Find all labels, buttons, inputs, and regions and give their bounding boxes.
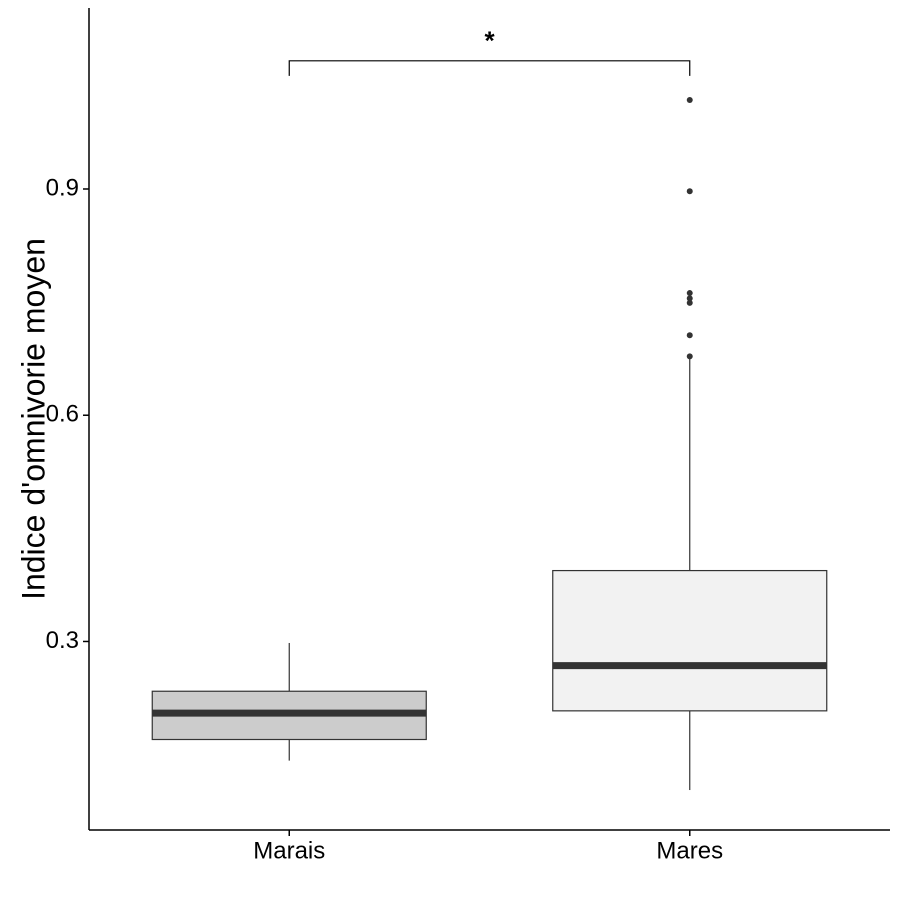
y-axis-title: Indice d'omnivorie moyen (15, 238, 51, 600)
y-tick-label: 0.6 (46, 401, 79, 428)
outlier-point (686, 97, 693, 104)
axes: 0.3 0.6 0.9 Marais Mares (46, 174, 723, 864)
y-tick-label: 0.3 (46, 627, 79, 654)
outlier-point (686, 295, 693, 302)
significance-label: * (484, 26, 495, 56)
plot-area: * (151, 26, 828, 791)
bracket-line (288, 60, 691, 76)
significance-bracket: * (288, 26, 691, 76)
outlier-point (686, 353, 693, 360)
x-tick-label: Marais (253, 837, 325, 864)
outlier-point (686, 188, 693, 195)
box-marais (151, 642, 427, 761)
box-iqr (552, 569, 828, 712)
outlier-point (686, 299, 693, 306)
x-tick-label: Mares (656, 837, 723, 864)
box-mares (552, 97, 828, 791)
outlier-point (686, 290, 693, 297)
outlier-point (686, 332, 693, 339)
y-tick-label: 0.9 (46, 174, 79, 201)
